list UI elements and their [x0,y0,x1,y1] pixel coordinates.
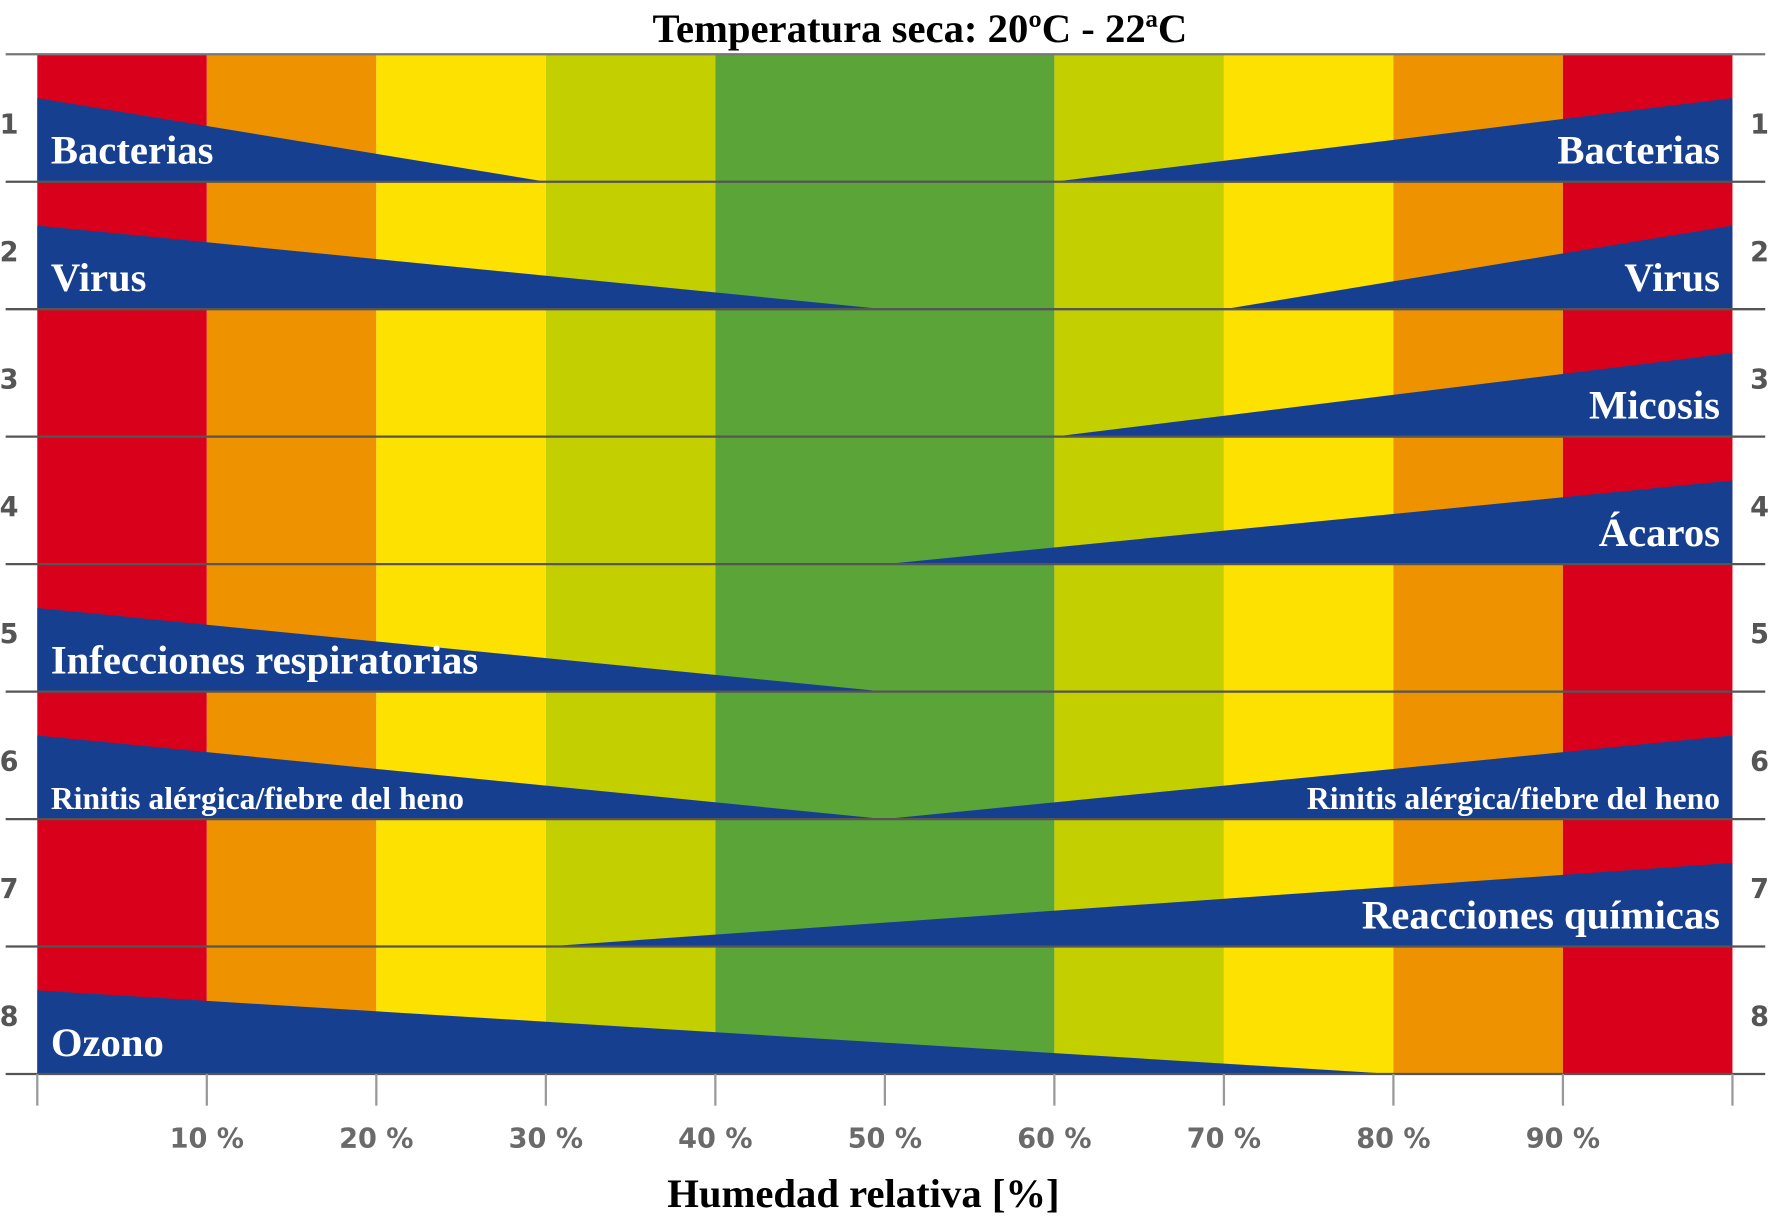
wedge-label-right: Micosis [1589,383,1720,428]
wedge-label-left: Virus [51,255,147,300]
wedge-left-5 [37,607,885,692]
wedge-right-3 [1054,353,1733,437]
wedge-label-right: Bacterias [1557,128,1720,173]
wedge-label-right: Rinitis alérgica/fiebre del heno [1307,781,1720,816]
row-number-left: 5 [0,619,18,650]
wedge-right-1 [1054,98,1733,182]
wedge-label-left: Infecciones respiratorias [51,638,478,683]
row-number-right: 5 [1750,619,1769,650]
row-number-left: 8 [0,1002,18,1033]
row-number-left: 7 [0,874,18,905]
row-number-left: 1 [0,109,18,140]
wedge-left-2 [37,225,885,310]
x-tick-label: 40 % [678,1123,752,1154]
x-tick-label: 50 % [848,1123,922,1154]
wedge-label-right: Reacciones químicas [1362,892,1720,937]
row-number-right: 6 [1750,747,1769,778]
row-number-left: 3 [0,364,18,395]
row-number-left: 4 [0,492,18,523]
chart-title: Temperatura seca: 20ºC - 22ªC [653,6,1188,51]
x-axis-label: Humedad relativa [%] [667,1171,1059,1216]
wedge-left-8 [37,990,1394,1075]
x-tick-label: 10 % [170,1123,244,1154]
x-tick-label: 70 % [1187,1123,1261,1154]
wedge-label-right: Virus [1624,255,1720,300]
row-number-right: 1 [1750,109,1769,140]
x-tick-label: 80 % [1356,1123,1430,1154]
row-number-left: 2 [0,237,18,268]
wedge-right-4 [884,480,1733,565]
wedge-right-6 [884,735,1733,820]
x-tick-label: 90 % [1526,1123,1600,1154]
wedge-right-2 [1223,225,1733,310]
row-number-right: 4 [1750,492,1769,523]
wedge-label-left: Ozono [51,1020,164,1065]
wedge-left-6 [37,735,885,820]
row-number-right: 7 [1750,874,1769,905]
wedge-label-left: Rinitis alérgica/fiebre del heno [51,781,464,816]
x-tick-label: 60 % [1017,1123,1091,1154]
row-number-right: 3 [1750,364,1769,395]
wedge-label-left: Bacterias [51,128,214,173]
row-number-right: 2 [1750,237,1769,268]
row-number-right: 8 [1750,1002,1769,1033]
x-tick-label: 20 % [339,1123,413,1154]
row-number-left: 6 [0,747,18,778]
wedge-label-right: Ácaros [1599,510,1720,555]
x-tick-label: 30 % [509,1123,583,1154]
